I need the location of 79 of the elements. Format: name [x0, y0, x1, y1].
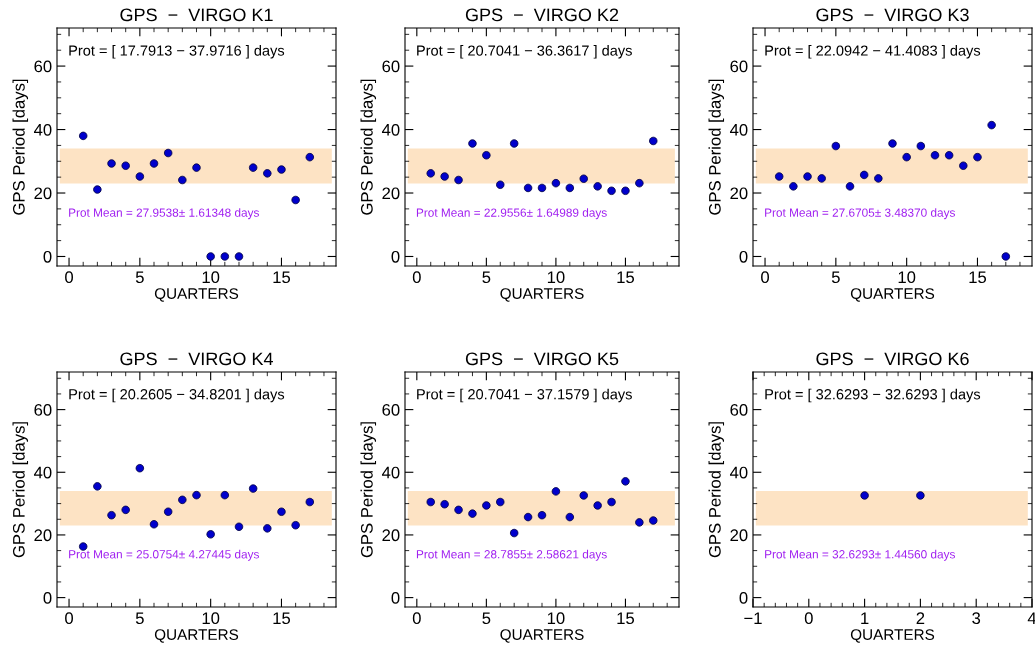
x-axis-title: QUARTERS: [850, 629, 935, 643]
x-tick-label: 15: [273, 271, 291, 284]
x-tick-label: 5: [831, 271, 840, 284]
y-axis-title: GPS Period [days]: [360, 422, 377, 558]
annotation: Prot Mean = 22.9556± 1.64989 days: [416, 208, 607, 220]
x-tick-label: 15: [617, 612, 635, 625]
y-tick-label: 60: [34, 404, 52, 416]
y-axis-title: GPS Period [days]: [708, 422, 725, 558]
y-tick-label: 40: [33, 466, 52, 479]
y-tick-label: 0: [391, 592, 400, 604]
annotation: Prot Mean = 27.9538± 1.61348 days: [69, 208, 259, 220]
x-tick-label: 10: [898, 271, 916, 284]
chart-title: GPS − VIRGO K5: [465, 352, 619, 366]
annotation: Prot = [ 17.7913 − 37.9716 ] days: [69, 45, 285, 59]
chart-title: GPS − VIRGO K3: [816, 8, 969, 22]
x-tick-label: 0: [65, 612, 74, 625]
y-tick-label: 20: [730, 529, 748, 542]
y-tick-label: 0: [43, 592, 52, 604]
chart-title: GPS − VIRGO K2: [465, 8, 619, 22]
y-tick-label: 40: [33, 123, 52, 136]
y-axis-title: GPS Period [days]: [708, 79, 725, 215]
y-axis-title: GPS Period [days]: [360, 79, 377, 215]
x-tick-label: 3: [972, 612, 981, 625]
chart-title: GPS − VIRGO K6: [816, 352, 969, 366]
y-tick-label: 60: [382, 404, 400, 416]
x-tick-label: 0: [412, 271, 421, 284]
x-tick-label: 5: [135, 271, 144, 284]
x-tick-label: 15: [969, 271, 987, 284]
y-tick-label: 60: [34, 60, 52, 73]
x-axis-title: QUARTERS: [850, 288, 935, 302]
annotation: Prot Mean = 28.7855± 2.58621 days: [416, 549, 607, 561]
y-tick-label: 60: [730, 404, 748, 416]
x-tick-label: 0: [761, 271, 770, 284]
y-tick-label: 40: [729, 123, 748, 136]
x-axis-title: QUARTERS: [500, 288, 584, 302]
annotation: Prot = [ 20.2605 − 34.8201 ] days: [69, 388, 285, 403]
x-tick-label: 5: [482, 271, 491, 284]
y-tick-label: 20: [730, 187, 748, 200]
x-tick-label: 10: [547, 612, 565, 625]
x-axis-title: QUARTERS: [154, 629, 239, 643]
y-tick-label: 0: [391, 250, 400, 263]
x-tick-label: −1: [744, 612, 762, 624]
x-tick-label: 0: [65, 271, 74, 284]
y-tick-label: 20: [34, 529, 52, 542]
annotation: Prot Mean = 25.0754± 4.27445 days: [69, 549, 259, 561]
annotation: Prot Mean = 32.6293± 1.44560 days: [765, 549, 955, 561]
y-tick-label: 60: [382, 60, 400, 73]
x-tick-label: 5: [135, 612, 144, 625]
y-tick-label: 20: [382, 187, 400, 200]
x-tick-label: 1: [861, 612, 869, 624]
x-tick-label: 15: [617, 271, 635, 284]
y-tick-label: 40: [381, 466, 400, 479]
annotation: Prot = [ 32.6293 − 32.6293 ] days: [765, 388, 981, 403]
x-tick-label: 2: [916, 612, 925, 624]
y-tick-label: 20: [382, 529, 400, 542]
x-axis-title: QUARTERS: [154, 288, 239, 302]
annotation: Prot = [ 20.7041 − 36.3617 ] days: [417, 45, 632, 59]
y-tick-label: 0: [43, 250, 52, 263]
x-tick-label: 10: [547, 271, 565, 284]
y-tick-label: 40: [729, 466, 748, 479]
x-tick-label: 0: [412, 612, 421, 625]
y-axis-title: GPS Period [days]: [12, 79, 29, 215]
chart-title: GPS − VIRGO K4: [120, 352, 273, 366]
annotation: Prot = [ 20.7041 − 37.1579 ] days: [417, 388, 632, 403]
x-tick-label: 0: [804, 612, 813, 625]
y-tick-label: 0: [739, 250, 748, 263]
y-tick-label: 40: [381, 123, 400, 136]
x-tick-label: 10: [202, 612, 220, 625]
y-tick-label: 60: [730, 60, 748, 73]
x-tick-label: 5: [482, 612, 491, 625]
y-tick-label: 0: [739, 592, 748, 604]
x-tick-label: 10: [202, 271, 220, 284]
x-axis-title: QUARTERS: [500, 629, 584, 643]
annotation: Prot Mean = 27.6705± 3.48370 days: [765, 208, 955, 220]
y-tick-label: 20: [34, 187, 52, 200]
annotation: Prot = [ 22.0942 − 41.4083 ] days: [765, 45, 981, 59]
y-axis-title: GPS Period [days]: [12, 422, 29, 558]
chart-title: GPS − VIRGO K1: [120, 8, 273, 22]
x-tick-label: 15: [273, 612, 291, 625]
